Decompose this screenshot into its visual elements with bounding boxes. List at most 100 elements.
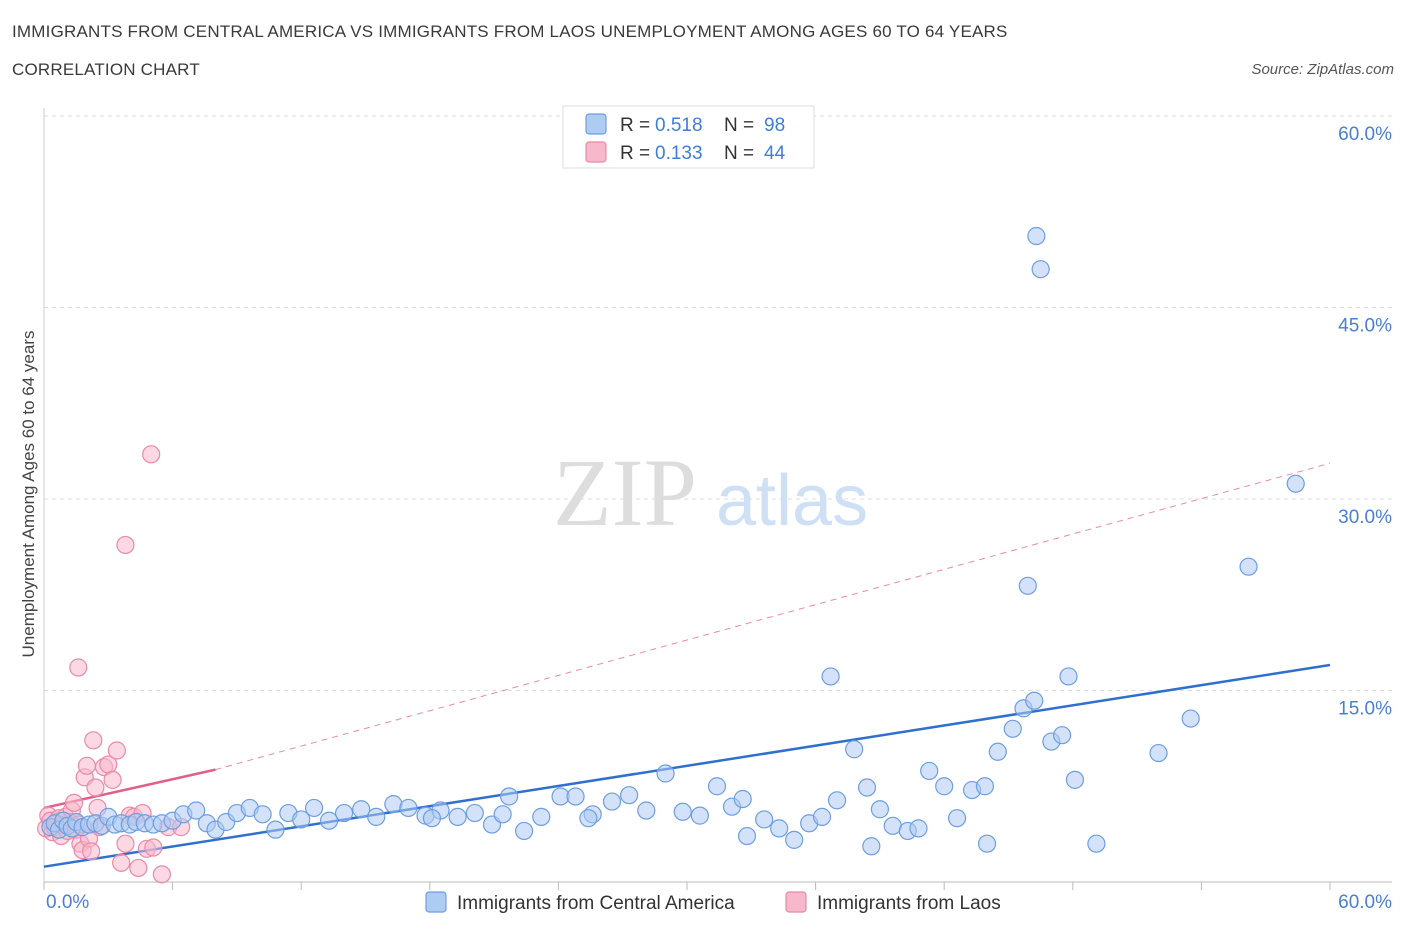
legend-top: R = 0.518 N = 98 R = 0.133 N = 44 (562, 105, 815, 169)
central-america-point-31 (304, 798, 324, 818)
y-tick-label-1: 30.0% (1338, 507, 1392, 528)
laos-point-34 (129, 858, 148, 878)
y-axis-label: Unemployment Among Ages 60 to 64 years (19, 331, 38, 658)
central-america-point-76 (1003, 719, 1022, 738)
central-america-point-47 (566, 787, 585, 806)
central-america-point-27 (253, 805, 272, 824)
central-america-point-58 (755, 810, 774, 829)
central-america-point-89 (1027, 226, 1046, 246)
central-america-point-63 (827, 791, 847, 810)
legend-swatch-laos (585, 141, 607, 163)
central-america-point-94 (733, 789, 752, 809)
central-america-point-86 (1286, 474, 1305, 493)
central-america-point-78 (1025, 691, 1044, 710)
source-note: Source: ZipAtlas.com (1251, 61, 1394, 78)
central-america-point-40 (448, 807, 467, 826)
bottom-legend-label-laos: Immigrants from Laos (817, 893, 1001, 914)
central-america-point-49 (602, 792, 622, 811)
central-america-point-85 (1239, 557, 1258, 576)
bottom-legend-swatch-laos (785, 891, 807, 913)
central-america-point-66 (870, 800, 890, 819)
central-america-point-30 (292, 810, 311, 829)
laos-point-31 (116, 834, 135, 853)
chart-subtitle: CORRELATION CHART (12, 60, 200, 79)
x-tick-label-1: 60.0% (1338, 892, 1392, 913)
grid-lines (44, 115, 1392, 691)
laos-point-21 (82, 842, 101, 861)
chart-title: IMMIGRANTS FROM CENTRAL AMERICA VS IMMIG… (12, 22, 1008, 41)
central-america-point-71 (935, 777, 954, 796)
central-america-point-65 (857, 778, 877, 797)
legend-n-value-2: 44 (764, 143, 786, 164)
bottom-legend-swatch-central-america (425, 891, 447, 913)
laos-point-19 (77, 756, 96, 775)
bottom-legend-label-central-america: Immigrants from Central America (457, 893, 735, 914)
central-america-point-53 (673, 802, 692, 821)
central-america-point-44 (515, 821, 534, 841)
legend-r-label-1: R = (620, 115, 650, 136)
central-america-point-43 (500, 787, 519, 806)
central-america-point-97 (422, 809, 442, 828)
central-america-trend-line (43, 663, 1331, 868)
central-america-point-69 (909, 819, 928, 838)
laos-point-30 (112, 853, 131, 872)
central-america-point-21 (187, 801, 206, 820)
axes (43, 108, 1392, 890)
central-america-point-90 (821, 667, 840, 686)
central-america-point-28 (266, 820, 285, 839)
central-america-point-95 (493, 805, 512, 824)
laos-point-22 (84, 731, 103, 750)
laos-point-38 (152, 865, 171, 884)
central-america-point-91 (1059, 667, 1078, 686)
central-america-points (41, 226, 1305, 856)
central-america-point-50 (620, 786, 639, 805)
central-america-point-74 (975, 777, 995, 796)
central-america-point-41 (465, 803, 484, 823)
y-tick-label-3: 60.0% (1338, 124, 1392, 145)
watermark-atlas: atlas (716, 461, 868, 541)
central-america-point-45 (532, 807, 551, 826)
central-america-point-32 (319, 811, 339, 830)
central-america-point-60 (785, 830, 804, 849)
central-america-point-72 (947, 809, 967, 828)
central-america-point-82 (1087, 834, 1106, 853)
legend-r-value-2: 0.133 (655, 143, 703, 164)
laos-point-29 (107, 741, 126, 760)
central-america-point-84 (1181, 709, 1200, 728)
central-america-point-34 (352, 800, 371, 819)
y-tick-label-2: 45.0% (1338, 316, 1392, 337)
central-america-point-55 (707, 777, 727, 796)
laos-point-23 (86, 778, 105, 797)
x-tick-label-0: 0.0% (46, 892, 89, 913)
legend-n-label-1: N = (724, 115, 754, 136)
central-america-point-93 (862, 837, 881, 856)
legend-swatch-central-america (585, 113, 607, 135)
central-america-point-87 (977, 834, 997, 853)
laos-point-41 (116, 535, 135, 555)
legend-n-label-2: N = (724, 143, 754, 164)
central-america-point-62 (812, 807, 832, 826)
central-america-point-96 (579, 809, 598, 828)
legend-bottom: Immigrants from Central America Immigran… (425, 891, 1001, 914)
laos-point-13 (64, 793, 84, 812)
legend-r-label-2: R = (620, 143, 650, 164)
central-america-point-54 (690, 806, 709, 825)
central-america-point-57 (737, 826, 757, 846)
central-america-point-35 (367, 807, 386, 826)
central-america-point-59 (770, 819, 789, 838)
legend-r-value-1: 0.518 (655, 115, 703, 136)
laos-point-37 (144, 838, 163, 857)
central-america-point-88 (1031, 260, 1050, 279)
tick-labels: 15.0% 30.0% 45.0% 60.0% 0.0% 60.0% (46, 124, 1392, 913)
central-america-point-36 (384, 795, 403, 814)
laos-trend-extension (215, 462, 1331, 771)
central-america-point-81 (1065, 770, 1085, 789)
central-america-point-80 (1052, 726, 1072, 745)
central-america-point-92 (1018, 576, 1037, 595)
y-tick-label-0: 15.0% (1338, 699, 1392, 720)
central-america-point-52 (656, 764, 675, 783)
central-america-point-70 (920, 761, 939, 781)
laos-point-28 (103, 770, 122, 789)
central-america-point-37 (399, 798, 418, 818)
